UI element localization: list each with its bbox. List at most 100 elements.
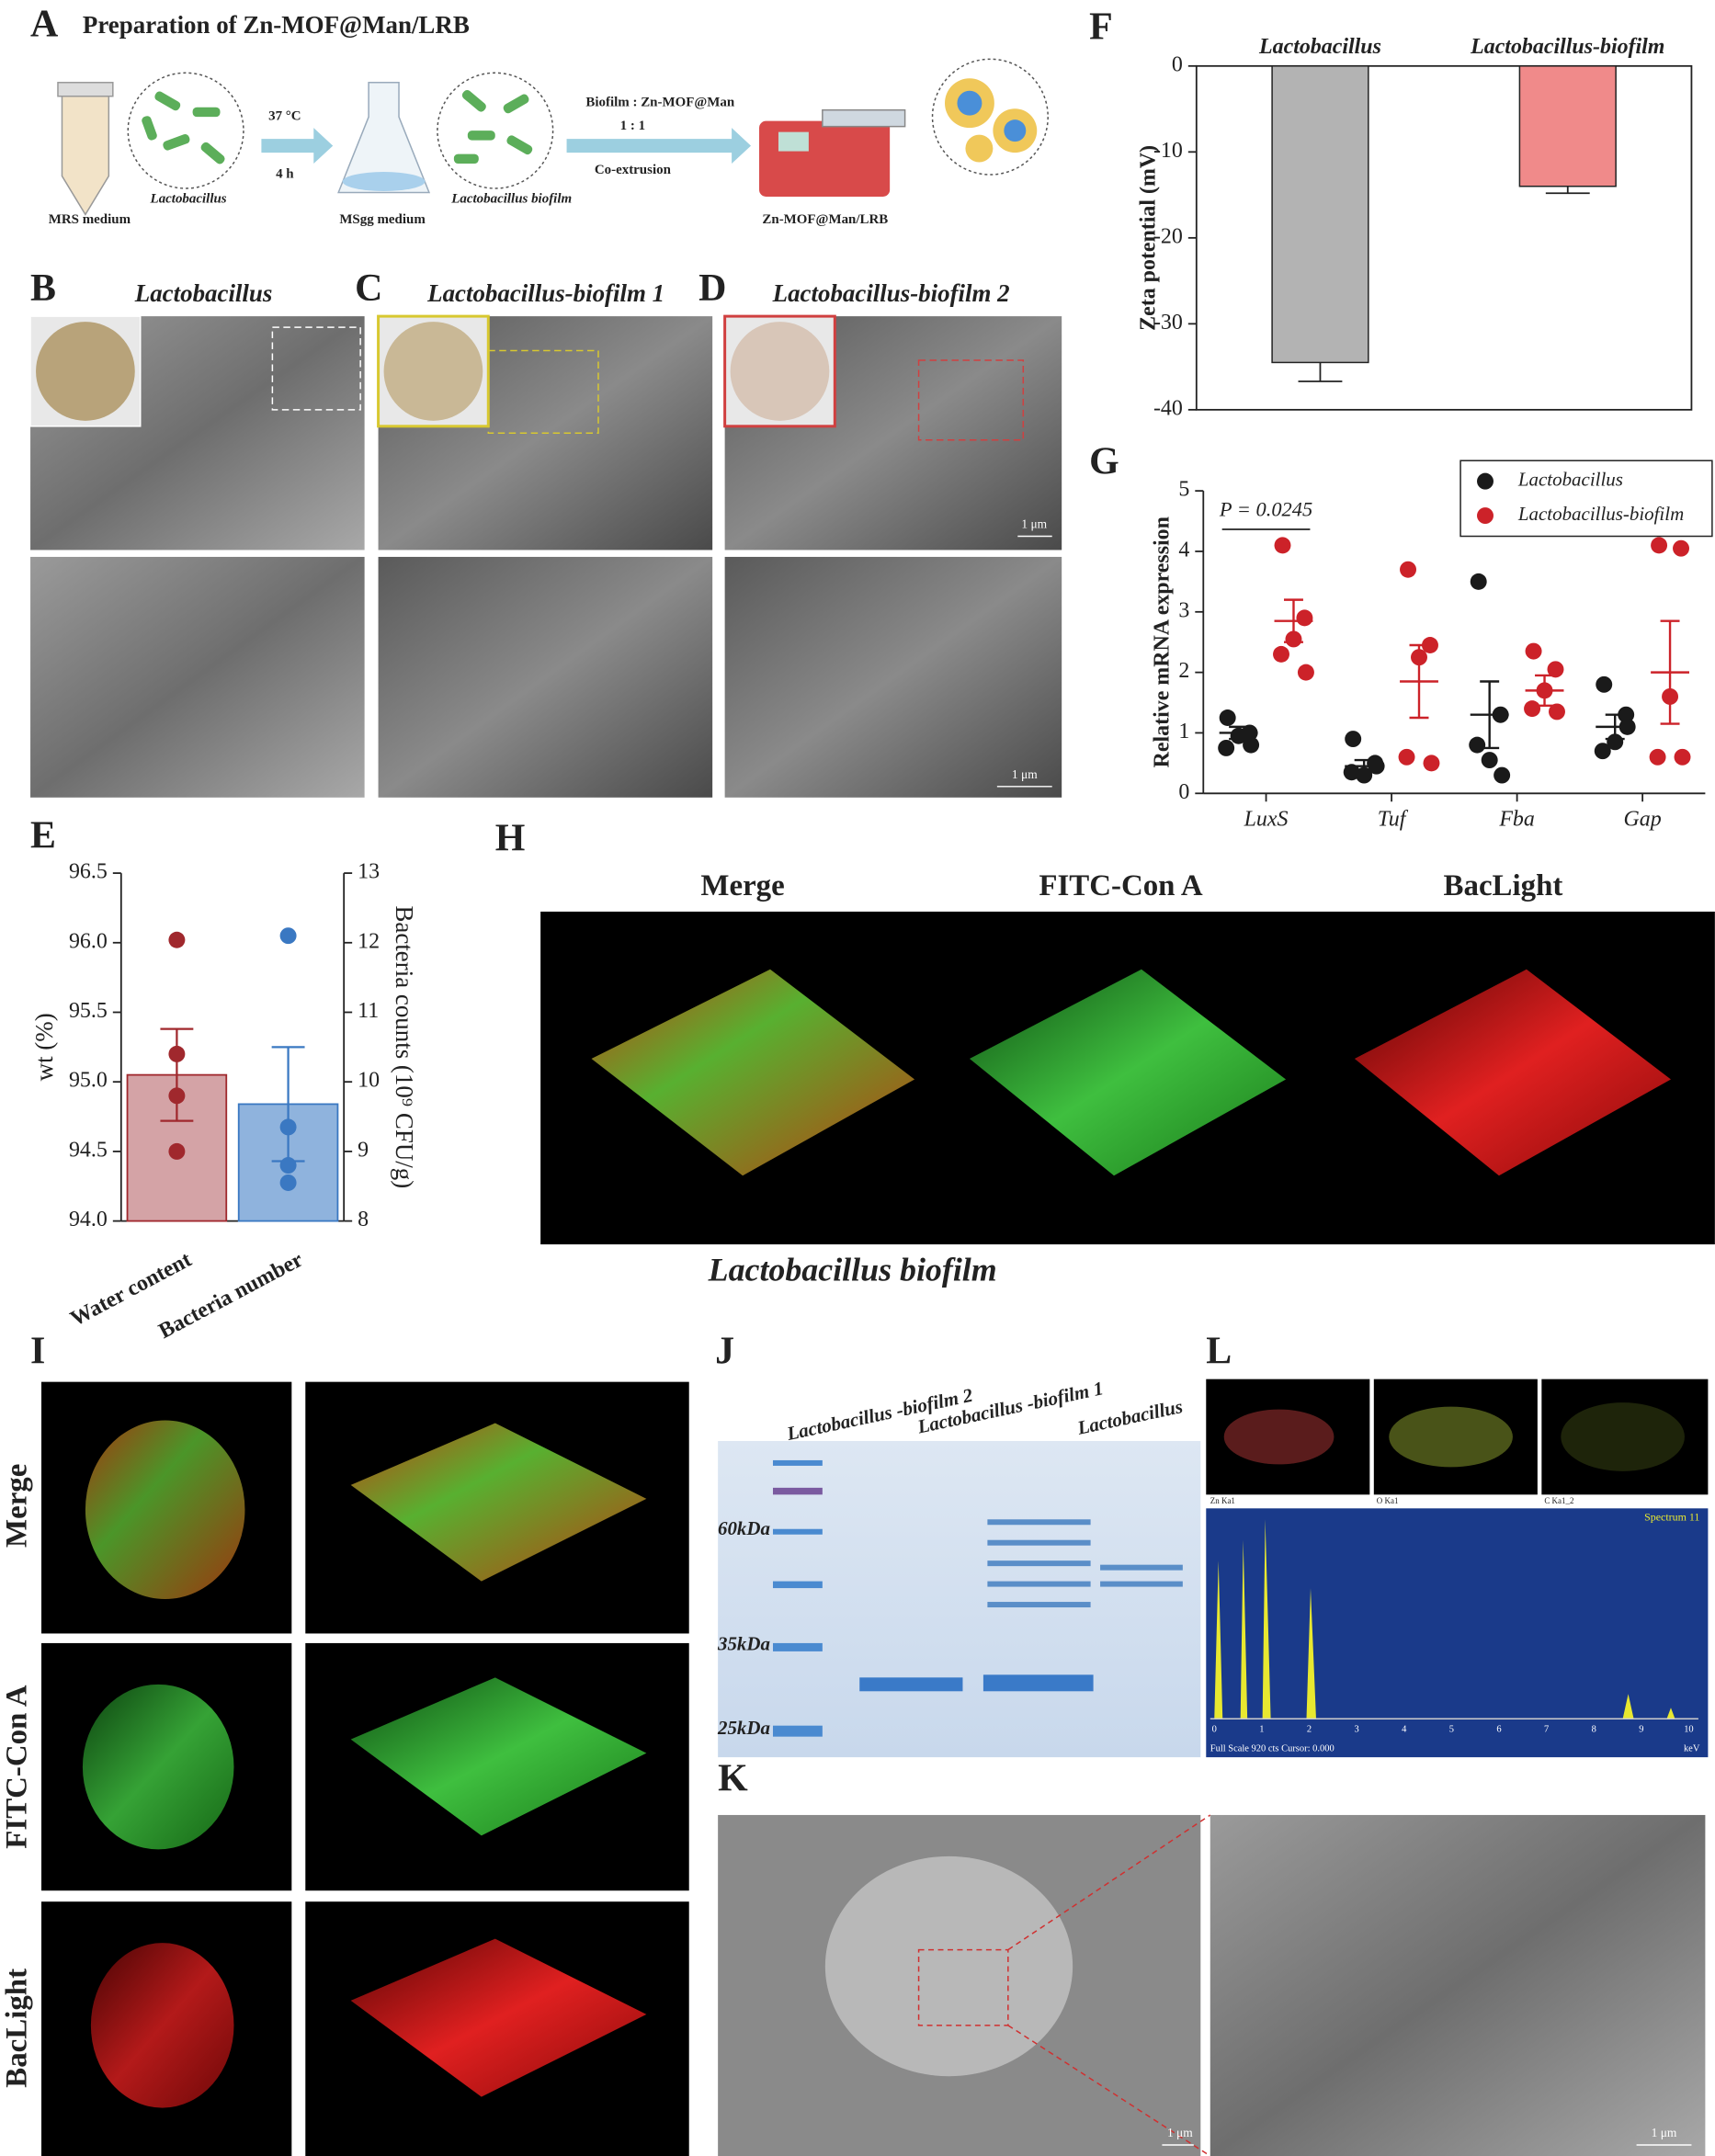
column-label: BacLight <box>1444 869 1563 902</box>
plot-frame <box>1195 64 1693 411</box>
y-tick-label: 10 <box>358 1069 380 1093</box>
label: Lactobacillus biofilm <box>450 191 572 206</box>
y-tick-label: 1 <box>1178 720 1189 743</box>
panel-letter: C <box>355 267 382 310</box>
annotation: P = 0.0245 <box>1219 498 1312 521</box>
y-tick-label: 94.5 <box>69 1138 108 1162</box>
data-point <box>1356 766 1373 784</box>
panel-letter: B <box>30 267 56 310</box>
spectrum-footer: Full Scale 920 cts Cursor: 0.000 <box>1210 1744 1335 1754</box>
legend-label: Lactobacillus-biofilm <box>1517 503 1684 525</box>
marker-label: 60kDa <box>718 1517 770 1539</box>
column-label: Merge <box>700 869 784 902</box>
lane-label: Lactobacillus <box>1074 1395 1185 1439</box>
y-tick-label: 96.5 <box>69 860 108 884</box>
category-label: Lactobacillus-biofilm <box>1470 35 1664 59</box>
panel-letter: A <box>30 4 58 46</box>
data-point <box>1470 573 1487 590</box>
spectrum-label: Spectrum 11 <box>1644 1511 1699 1524</box>
gel <box>718 1440 1201 1758</box>
row-label: FITC-Con A <box>1 1685 34 1849</box>
legend-label: Lactobacillus <box>1517 468 1623 490</box>
data-point <box>1297 664 1314 681</box>
data-point <box>1398 748 1415 766</box>
data-point <box>1274 537 1291 554</box>
y-tick-label: -40 <box>1153 396 1183 420</box>
label: Lactobacillus <box>150 191 227 206</box>
y-tick-label: 0 <box>1172 52 1183 76</box>
data-point <box>1285 630 1302 648</box>
data-point <box>1218 739 1235 756</box>
data-point <box>1607 733 1624 751</box>
data-point <box>1411 649 1427 666</box>
data-point <box>1273 645 1289 663</box>
y-axis-title: wt (%) <box>30 1013 58 1081</box>
data-point <box>168 1045 186 1062</box>
y-tick-label: 8 <box>358 1208 369 1231</box>
scale-bar-label: 1 μm <box>1012 767 1038 781</box>
y2-axis-title: Bacteria counts (10⁹ CFU/g) <box>391 905 418 1188</box>
x-tick-label: LuxS <box>1244 808 1289 832</box>
data-point <box>1674 748 1691 766</box>
scale-bar-label: 1 μm <box>1021 517 1047 531</box>
data-point <box>1649 748 1666 766</box>
category-label: Lactobacillus <box>1258 35 1381 59</box>
panel-letter: L <box>1206 1330 1232 1372</box>
data-point <box>1219 709 1236 726</box>
panel-letter: K <box>718 1758 748 1800</box>
eds-tick-label: 3 <box>1354 1725 1358 1735</box>
x-tick-label: Tuf <box>1378 808 1409 832</box>
panel-letter: J <box>715 1330 734 1372</box>
y-tick-label: 95.5 <box>69 999 108 1023</box>
eds <box>1206 1379 1709 1758</box>
y-tick-label: 95.0 <box>69 1069 108 1093</box>
y-tick-label: 96.0 <box>69 929 108 953</box>
data-point <box>1481 752 1498 769</box>
data-point <box>1525 642 1542 660</box>
legend-box <box>1459 460 1713 538</box>
y-tick-label: -10 <box>1153 139 1183 163</box>
data-point <box>279 927 297 945</box>
y-tick-label: -30 <box>1153 311 1183 335</box>
eds-tick-label: 0 <box>1212 1725 1217 1735</box>
y-axis-title: Relative mRNA expression <box>1150 516 1174 767</box>
data-point <box>1547 661 1564 678</box>
label: MSgg medium <box>339 212 426 227</box>
data-point <box>1662 687 1679 705</box>
data-point <box>1594 743 1611 760</box>
marker-label: 35kDa <box>717 1633 770 1655</box>
data-point <box>1492 706 1509 723</box>
label: 37 °C <box>268 109 301 124</box>
label: Biofilm : Zn-MOF@Man <box>585 96 734 110</box>
column-label: FITC-Con A <box>1039 869 1203 902</box>
legend-swatch <box>1477 507 1494 525</box>
data-point <box>168 931 186 948</box>
map-label: C Ka1_2 <box>1544 1496 1573 1505</box>
data-point <box>279 1157 297 1174</box>
panel-letter: D <box>698 267 726 310</box>
spectrum-unit: keV <box>1684 1744 1700 1754</box>
data-point <box>168 1087 186 1105</box>
y-tick-label: 5 <box>1178 478 1189 502</box>
y-tick-label: 0 <box>1178 780 1189 804</box>
label: Co-extrusion <box>595 163 672 177</box>
panel-letter: G <box>1089 440 1119 482</box>
y-axis-title: Zeta potential (mV) <box>1136 145 1160 331</box>
data-point <box>1421 637 1438 653</box>
panel-title: Lactobacillus-biofilm 1 <box>426 279 664 307</box>
eds-axis: 0 1 2 3 4 5 6 7 8 9 10 <box>1212 1725 1694 1735</box>
sem-k <box>718 1814 1706 2156</box>
panel-letter: E <box>30 814 56 857</box>
data-point <box>1618 706 1635 723</box>
row-label: BacLight <box>1 1969 34 2088</box>
row-label: Merge <box>1 1464 34 1548</box>
data-point <box>1596 675 1613 693</box>
label: 1 : 1 <box>620 119 645 133</box>
data-point <box>279 1174 297 1191</box>
data-point <box>1296 609 1313 627</box>
y-tick-label: 4 <box>1178 538 1189 562</box>
data-point <box>1343 764 1360 781</box>
y-tick-label: 12 <box>358 929 380 953</box>
